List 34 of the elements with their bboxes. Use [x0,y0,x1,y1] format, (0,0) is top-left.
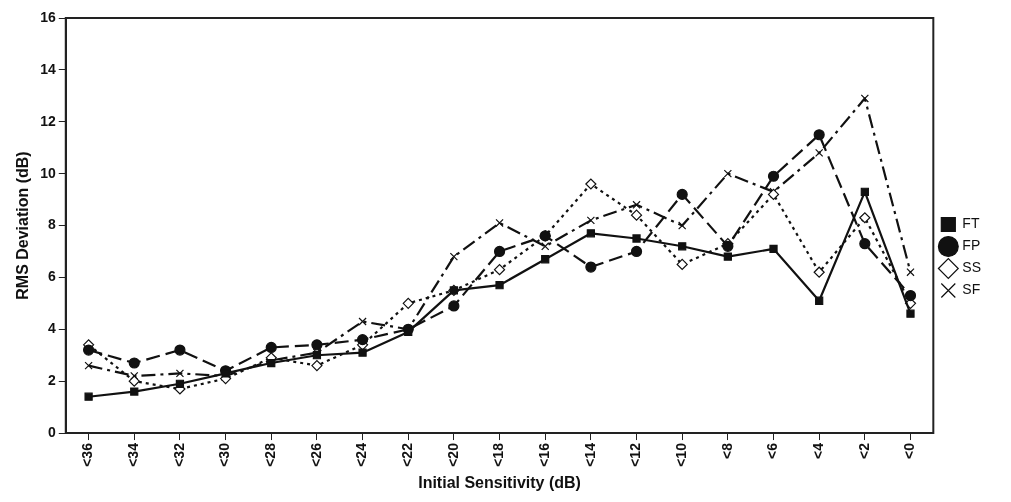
y-tick-label: 4 [47,320,56,337]
x-tick-label: <32 [170,442,187,467]
x-tick-label: <14 [581,442,598,467]
x-tick-label: <30 [216,442,233,467]
x-tick-label: <18 [490,442,507,467]
x-tick-label: <24 [353,442,370,467]
legend-label: SF [962,281,981,298]
x-tick-label: <12 [627,442,644,467]
legend-label: SS [962,259,982,276]
y-tick-label: 8 [47,216,56,233]
x-tick-label: <4 [810,442,827,460]
y-tick-label: 14 [40,60,56,77]
x-tick-label: <2 [855,442,872,460]
x-tick-label: <8 [718,442,735,460]
y-tick-label: 6 [47,268,56,285]
x-tick-label: <16 [536,442,553,467]
y-tick-label: 16 [40,8,56,25]
x-tick-label: <0 [901,442,918,460]
x-tick-label: <6 [764,442,781,460]
x-tick-label: <26 [307,442,324,467]
legend-label: FP [962,237,981,254]
x-tick-label: <36 [79,442,96,467]
y-tick-label: 2 [47,372,56,389]
x-tick-label: <22 [399,442,416,467]
y-tick-label: 0 [47,423,56,440]
x-tick-label: <20 [444,442,461,467]
x-tick-label: <34 [125,442,142,467]
y-axis-title: RMS Deviation (dB) [14,151,32,300]
y-tick-label: 12 [40,112,56,129]
x-tick-label: <28 [262,442,279,467]
x-tick-label: <10 [673,442,690,467]
y-tick-label: 10 [40,164,56,181]
legend-label: FT [962,215,980,232]
x-axis-title: Initial Sensitivity (dB) [418,473,581,491]
